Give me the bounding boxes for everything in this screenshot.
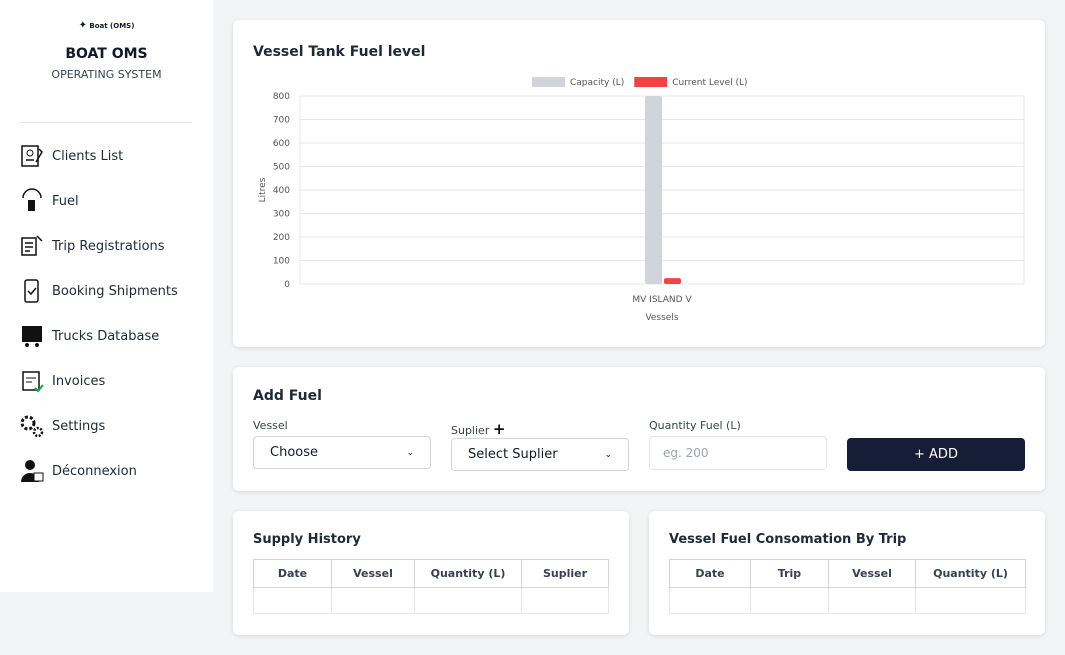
- menu-label: Trucks Database: [52, 328, 160, 344]
- consumption-card: Vessel Fuel Consomation By Trip Date Trip…: [649, 511, 1045, 635]
- bar: [664, 278, 681, 284]
- menu-icon: [21, 235, 43, 256]
- supply-table: Date Vessel Quantity (L) Suplier: [253, 559, 609, 614]
- quantity-input[interactable]: eg. 200: [649, 436, 827, 470]
- empty-cell: [915, 587, 1026, 614]
- supplier-label-text: Suplier: [451, 424, 490, 437]
- quantity-label: Quantity Fuel (L): [649, 419, 741, 432]
- add-fuel-card: Add Fuel Vessel Choose ⌄ Suplier + Select…: [233, 367, 1045, 491]
- empty-cell: [331, 587, 415, 614]
- menu-label: Booking Shipments: [52, 283, 178, 299]
- empty-cell: [521, 587, 609, 614]
- vessel-select[interactable]: Choose ⌄: [253, 436, 431, 469]
- logo: ✦ Boat (OMS): [78, 20, 135, 31]
- menu-item[interactable]: Fuel: [19, 187, 79, 215]
- menu-label: Fuel: [52, 193, 79, 209]
- legend-label: Capacity (L): [570, 78, 624, 88]
- empty-cell: [669, 587, 751, 614]
- chart: 0 100 200 300 400 500 600 700 800 Litres Vessels Ca…: [258, 77, 1025, 323]
- column-header: Vessel: [331, 559, 415, 588]
- menu-icon: [21, 460, 44, 482]
- menu-icon: [22, 326, 42, 347]
- quantity-placeholder: eg. 200: [663, 446, 709, 460]
- table-title: Supply History: [253, 532, 361, 547]
- form-title: Add Fuel: [253, 388, 322, 404]
- supplier-select[interactable]: Select Suplier ⌄: [451, 438, 629, 471]
- menu-item[interactable]: Invoices: [19, 367, 105, 395]
- consumption-table: Date Trip Vessel Quantity (L): [669, 559, 1026, 614]
- menu-label: Déconnexion: [52, 463, 137, 479]
- y-tick-label: 0: [284, 280, 290, 290]
- y-axis-label: Litres: [258, 177, 268, 202]
- legend-swatch: [532, 77, 565, 87]
- y-tick-label: 500: [273, 163, 290, 173]
- y-tick-label: 400: [273, 186, 290, 196]
- menu-icon: [20, 415, 44, 438]
- supplier-label: Suplier +: [451, 420, 505, 438]
- menu-item[interactable]: Trip Registrations: [19, 232, 165, 260]
- sidebar: ✦ Boat (OMS) BOAT OMS OPERATING SYSTEM C…: [0, 0, 213, 592]
- menu-label: Clients List: [52, 148, 124, 164]
- brand-subtitle: OPERATING SYSTEM: [51, 68, 162, 81]
- menu-label: Invoices: [52, 373, 106, 389]
- menu-item[interactable]: Clients List: [19, 142, 123, 170]
- column-header: Date: [669, 559, 751, 588]
- menu-item[interactable]: Booking Shipments: [19, 277, 178, 305]
- legend-label: Current Level (L): [672, 78, 747, 88]
- column-header: Suplier: [521, 559, 609, 588]
- column-header: Quantity (L): [915, 559, 1026, 588]
- y-tick-label: 600: [273, 139, 290, 149]
- brand-title: BOAT OMS: [65, 46, 148, 62]
- vessel-value: Choose: [270, 445, 318, 460]
- menu-item[interactable]: Trucks Database: [19, 322, 159, 350]
- column-header: Trip: [750, 559, 829, 588]
- x-axis-label: Vessels: [645, 313, 678, 323]
- y-tick-label: 100: [273, 257, 290, 267]
- menu-icon: [24, 279, 39, 303]
- vessel-label: Vessel: [253, 419, 288, 432]
- legend-swatch: [634, 77, 668, 87]
- menu-item[interactable]: Settings: [19, 412, 105, 440]
- menu-icon: [22, 371, 44, 393]
- empty-cell: [828, 587, 916, 614]
- empty-cell: [414, 587, 522, 614]
- empty-cell: [253, 587, 332, 614]
- menu-icon: [21, 145, 43, 167]
- logo-text: Boat (OMS): [89, 22, 135, 30]
- menu-label: Trip Registrations: [52, 238, 165, 254]
- column-header: Vessel: [828, 559, 916, 588]
- x-tick-label: MV ISLAND V: [632, 295, 692, 305]
- divider: [19, 122, 192, 123]
- y-tick-label: 700: [273, 116, 290, 126]
- bar: [645, 96, 662, 284]
- chart-title: Vessel Tank Fuel level: [253, 44, 426, 60]
- y-tick-label: 800: [273, 92, 290, 102]
- column-header: Quantity (L): [414, 559, 522, 588]
- add-button[interactable]: + ADD: [847, 438, 1025, 471]
- column-header: Date: [253, 559, 332, 588]
- supplier-add[interactable]: +: [492, 420, 506, 438]
- chart-card: Vessel Tank Fuel level 0 100 200 300 400 500 6…: [233, 20, 1045, 347]
- table-title: Vessel Fuel Consomation By Trip: [669, 532, 907, 547]
- empty-cell: [750, 587, 829, 614]
- supply-history-card: Supply History Date Vessel Quantity (L) Sup…: [233, 511, 629, 635]
- menu-item[interactable]: Déconnexion: [19, 457, 137, 485]
- y-tick-label: 300: [273, 210, 290, 220]
- y-tick-label: 200: [273, 233, 290, 243]
- supplier-value: Select Suplier: [468, 447, 558, 462]
- menu-icon: [22, 188, 42, 211]
- menu-label: Settings: [52, 418, 106, 434]
